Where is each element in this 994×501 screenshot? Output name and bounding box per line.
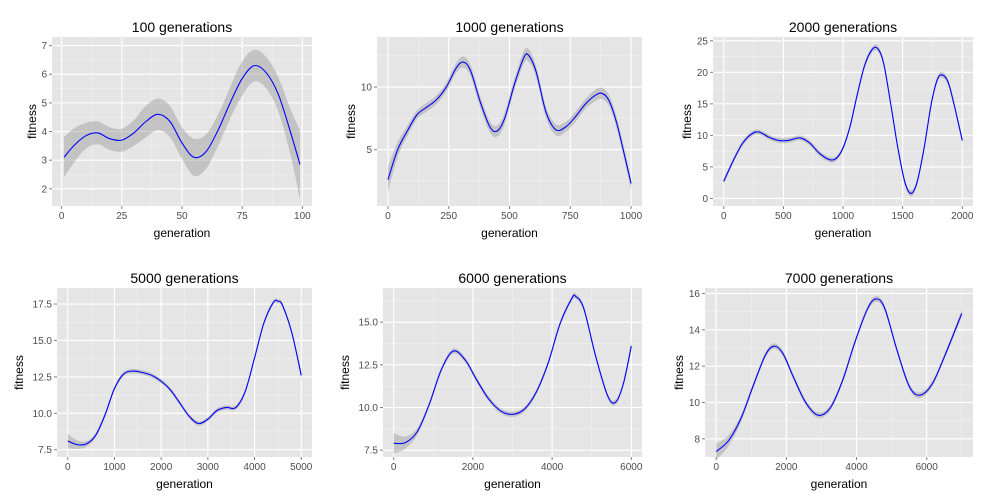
y-tick-label: 15 [697, 99, 709, 110]
y-tick-label: 14 [689, 325, 701, 336]
y-axis-label: fitness [25, 104, 39, 139]
y-tick-label: 10.0 [33, 409, 53, 420]
chart-panel: 0 2000 4000 6000 8 10 12 14 16 7000 generations ge… [672, 270, 973, 491]
x-tick-label: 4000 [541, 462, 564, 473]
x-tick-label: 0 [385, 211, 391, 222]
y-tick-label: 2 [41, 184, 47, 195]
x-axis-label: generation [811, 477, 868, 491]
y-tick-label: 8 [694, 434, 700, 445]
chart-panel: 0 25 50 75 100 2 3 4 5 6 7 100 generations generatio… [25, 19, 312, 240]
x-tick-label: 2000 [775, 462, 798, 473]
fitness-line [387, 53, 632, 184]
x-tick-label: 6000 [620, 462, 643, 473]
y-tick-label: 10 [689, 398, 701, 409]
y-tick-label: 15.0 [359, 318, 379, 329]
y-tick-label: 20 [697, 68, 709, 79]
y-tick-label: 10 [697, 131, 709, 142]
chart-title: 100 generations [132, 19, 232, 35]
fitness-line [723, 46, 963, 194]
fitness-line [715, 298, 963, 452]
chart-title: 6000 generations [458, 270, 566, 286]
chart-panel: 0 2000 4000 6000 7.5 10.0 12.5 15.0 6000 generat… [338, 270, 643, 491]
y-tick-label: 17.5 [33, 300, 53, 311]
x-tick-label: 2000 [462, 462, 485, 473]
x-tick-label: 500 [501, 211, 518, 222]
y-tick-label: 25 [697, 36, 709, 47]
x-axis-label: generation [815, 226, 872, 240]
x-tick-label: 500 [775, 211, 792, 222]
chart-panel: 0 250 500 750 1000 5 10 1000 generations generat… [344, 19, 643, 240]
y-tick-label: 10 [361, 83, 373, 94]
x-axis-label: generation [156, 477, 213, 491]
y-tick-label: 10.0 [359, 403, 379, 414]
y-tick-label: 5 [41, 98, 47, 109]
x-tick-label: 2000 [951, 211, 974, 222]
x-tick-label: 0 [713, 462, 719, 473]
x-tick-label: 1000 [832, 211, 855, 222]
y-tick-label: 5 [366, 145, 372, 156]
x-tick-label: 25 [116, 211, 128, 222]
y-tick-label: 5 [702, 162, 708, 173]
y-tick-label: 16 [689, 289, 701, 300]
x-tick-label: 750 [562, 211, 579, 222]
x-tick-label: 4000 [845, 462, 868, 473]
x-tick-label: 1500 [892, 211, 915, 222]
chart-panel: 0 500 1000 1500 2000 0 5 10 15 20 25 2000 generatio… [680, 19, 974, 240]
y-tick-label: 15.0 [33, 336, 53, 347]
y-tick-label: 3 [41, 156, 47, 167]
x-tick-label: 1000 [620, 211, 643, 222]
fitness-line [63, 64, 301, 165]
x-tick-label: 1000 [103, 462, 126, 473]
x-axis-label: generation [484, 477, 541, 491]
fitness-line [67, 299, 302, 446]
x-tick-label: 250 [440, 211, 457, 222]
x-tick-label: 6000 [916, 462, 939, 473]
chart-title: 2000 generations [789, 19, 897, 35]
y-axis-label: fitness [12, 355, 26, 390]
x-tick-label: 2000 [150, 462, 173, 473]
x-tick-label: 0 [59, 211, 65, 222]
y-tick-label: 4 [41, 127, 47, 138]
y-axis-label: fitness [680, 104, 694, 139]
x-axis-label: generation [154, 226, 211, 240]
y-tick-label: 0 [702, 194, 708, 205]
x-tick-label: 0 [721, 211, 727, 222]
y-tick-label: 12.5 [33, 372, 53, 383]
chart-title: 7000 generations [785, 270, 893, 286]
x-tick-label: 75 [237, 211, 249, 222]
plot-background [705, 288, 973, 457]
y-tick-label: 7.5 [364, 446, 378, 457]
y-axis-label: fitness [672, 355, 686, 390]
fitness-line [393, 294, 632, 445]
x-tick-label: 4000 [243, 462, 266, 473]
y-axis-label: fitness [344, 104, 358, 139]
x-tick-label: 3000 [197, 462, 220, 473]
x-axis-label: generation [481, 226, 538, 240]
x-tick-label: 50 [176, 211, 188, 222]
chart-panel: 0 1000 2000 3000 4000 5000 7.5 10.0 12.5 15.0 17.5… [12, 270, 313, 491]
x-tick-label: 0 [391, 462, 397, 473]
x-tick-label: 0 [65, 462, 71, 473]
x-tick-label: 5000 [290, 462, 313, 473]
y-tick-label: 7 [41, 41, 47, 52]
y-tick-label: 12.5 [359, 360, 379, 371]
y-tick-label: 12 [689, 362, 701, 373]
chart-title: 5000 generations [130, 270, 238, 286]
y-tick-label: 7.5 [38, 445, 52, 456]
chart-title: 1000 generations [455, 19, 563, 35]
confidence-band [64, 49, 300, 199]
y-axis-label: fitness [338, 355, 352, 390]
y-tick-label: 6 [41, 70, 47, 81]
x-tick-label: 100 [294, 211, 311, 222]
